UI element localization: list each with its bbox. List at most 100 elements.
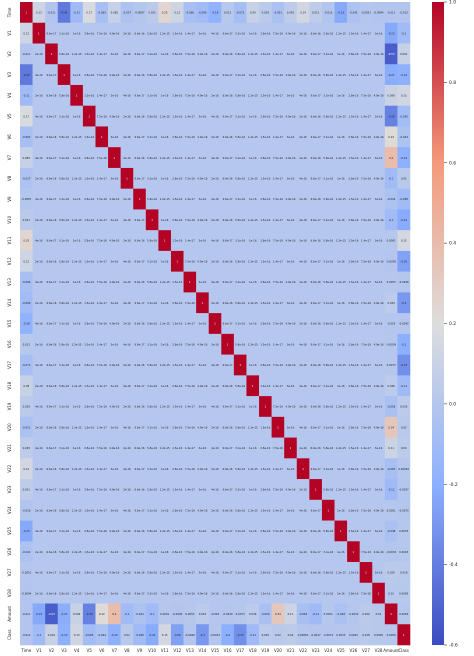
cell-value-label: 7.5e-16 bbox=[97, 446, 107, 450]
heatmap-cell bbox=[221, 209, 235, 231]
heatmap-cell bbox=[271, 147, 285, 169]
heatmap-cell bbox=[296, 354, 310, 376]
cell-value-label: 3.1e-16 bbox=[323, 301, 333, 305]
heatmap-cell bbox=[296, 22, 310, 44]
heatmap-cell bbox=[347, 64, 360, 86]
cell-value-label: 1.2e-15 bbox=[72, 259, 82, 263]
cell-value-label: 3e-16 bbox=[111, 259, 119, 263]
cell-value-label: -0.1 bbox=[124, 612, 129, 616]
heatmap-cell bbox=[372, 147, 386, 169]
cell-value-label: 0.018 bbox=[400, 571, 408, 575]
cell-value-label: 4.9e-16 bbox=[109, 31, 119, 35]
cell-value-label: 7.5e-16 bbox=[97, 405, 107, 409]
cell-value-label: 1 bbox=[114, 156, 116, 160]
heatmap-cell bbox=[95, 562, 109, 584]
cell-value-label: 5.8e-16 bbox=[235, 94, 245, 98]
cell-value-label: 2e-16 bbox=[211, 218, 219, 222]
heatmap-cell bbox=[284, 624, 298, 646]
heatmap-cell bbox=[45, 126, 59, 148]
heatmap-cell bbox=[246, 271, 260, 293]
cell-value-label: 5.8e-16 bbox=[59, 94, 69, 98]
cell-value-label: 0.034 bbox=[199, 612, 207, 616]
heatmap-cell bbox=[296, 541, 310, 563]
cell-value-label: 4e-16 bbox=[299, 177, 307, 181]
cell-value-label: 1.2e-15 bbox=[160, 488, 170, 492]
cell-value-label: 1 bbox=[214, 322, 216, 326]
heatmap-cell bbox=[108, 43, 121, 65]
cell-value-label: 3e-16 bbox=[287, 425, 295, 429]
heatmap-cell bbox=[95, 209, 109, 231]
heatmap-cell bbox=[183, 105, 197, 127]
cell-value-label: 1.2e-15 bbox=[248, 591, 258, 595]
cell-value-label: 1e-16 bbox=[337, 425, 345, 429]
cell-value-label: -0.0032 bbox=[348, 612, 358, 616]
heatmap-cell bbox=[20, 437, 33, 459]
cell-value-label: 1.2e-15 bbox=[72, 467, 82, 471]
cell-value-label: 9.6e-17 bbox=[311, 218, 321, 222]
cell-value-label: 7.5e-16 bbox=[97, 156, 107, 160]
heatmap-cell bbox=[384, 126, 398, 148]
x-tick-label: V25 bbox=[337, 648, 345, 653]
heatmap-cell bbox=[233, 437, 247, 459]
cell-value-label: 4e-16 bbox=[299, 425, 307, 429]
heatmap-cell bbox=[347, 188, 360, 210]
heatmap-cell bbox=[259, 582, 272, 604]
cell-value-label: 1e-16 bbox=[73, 156, 81, 160]
cell-value-label: 2e-16 bbox=[299, 280, 307, 284]
cell-value-label: 1.2e-15 bbox=[336, 156, 346, 160]
cell-value-label: 9.6e-17 bbox=[135, 425, 145, 429]
cell-value-label: 6.6e-16 bbox=[223, 467, 233, 471]
cell-value-label: 1e-16 bbox=[73, 488, 81, 492]
cell-value-label: 4.9e-16 bbox=[197, 259, 207, 263]
x-tick-label: V7 bbox=[112, 648, 118, 653]
heatmap-cell bbox=[70, 2, 84, 24]
cell-value-label: 2e-16 bbox=[123, 488, 131, 492]
cell-value-label: 3.1e-16 bbox=[59, 529, 69, 533]
cell-value-label: 4e-16 bbox=[211, 31, 219, 35]
heatmap-cell bbox=[221, 147, 235, 169]
cell-value-label: 3e-16 bbox=[287, 218, 295, 222]
cell-value-label: 9.6e-17 bbox=[223, 488, 233, 492]
heatmap-cell bbox=[321, 603, 335, 625]
heatmap-cell bbox=[208, 84, 222, 107]
cell-value-label: 3.1e-16 bbox=[147, 425, 157, 429]
heatmap-cell bbox=[321, 582, 335, 604]
heatmap-cell bbox=[183, 292, 197, 314]
heatmap-cell bbox=[296, 147, 310, 169]
cell-value-label: 7.5e-16 bbox=[97, 114, 107, 118]
cell-value-label: 7.5e-16 bbox=[361, 508, 371, 512]
cell-value-label: 2e-16 bbox=[299, 322, 307, 326]
cell-value-label: 5.8e-16 bbox=[59, 218, 69, 222]
cell-value-label: 7.5e-16 bbox=[97, 322, 107, 326]
heatmap-cell bbox=[70, 271, 84, 293]
heatmap-cell bbox=[321, 188, 335, 210]
heatmap-cell bbox=[57, 147, 71, 169]
heatmap-cell bbox=[108, 188, 121, 210]
heatmap-cell bbox=[271, 84, 285, 107]
cell-value-label: 1.4e-17 bbox=[97, 218, 107, 222]
cell-value-label: 1 bbox=[327, 508, 329, 512]
cell-value-label: 0.031 bbox=[148, 11, 156, 15]
cell-value-label: 6.6e-16 bbox=[223, 52, 233, 56]
heatmap-cell bbox=[296, 499, 310, 521]
heatmap-cell bbox=[296, 292, 310, 314]
cell-value-label: 1.4e-17 bbox=[185, 114, 195, 118]
heatmap-cell bbox=[259, 437, 272, 459]
heatmap-cell bbox=[82, 437, 96, 459]
cell-value-label: 7.5e-16 bbox=[361, 425, 371, 429]
heatmap-cell bbox=[271, 499, 285, 521]
cell-value-label: 6.6e-16 bbox=[311, 197, 321, 201]
cell-value-label: 2e-16 bbox=[123, 156, 131, 160]
heatmap-cell bbox=[309, 188, 323, 210]
cell-value-label: 1.4e-17 bbox=[185, 363, 195, 367]
cell-value-label: 9.6e-17 bbox=[311, 135, 321, 139]
cell-value-label: 2e-16 bbox=[299, 239, 307, 243]
x-tick-label: V28 bbox=[375, 648, 383, 653]
cell-value-label: 7.5e-16 bbox=[273, 446, 283, 450]
heatmap-cell bbox=[397, 292, 411, 314]
cell-value-label: 5.8e-16 bbox=[323, 363, 333, 367]
cell-value-label: 2e-16 bbox=[211, 301, 219, 305]
heatmap-cell bbox=[95, 2, 109, 24]
heatmap-cell bbox=[95, 396, 109, 418]
heatmap-cell bbox=[170, 479, 184, 501]
